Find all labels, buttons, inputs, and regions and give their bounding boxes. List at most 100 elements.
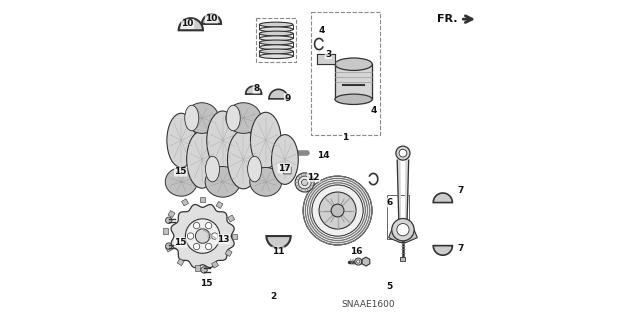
Circle shape <box>188 233 194 239</box>
Text: 6: 6 <box>387 198 393 207</box>
Text: 5: 5 <box>387 282 393 291</box>
Circle shape <box>312 185 363 236</box>
Ellipse shape <box>250 167 282 196</box>
Circle shape <box>396 146 410 160</box>
Polygon shape <box>266 236 291 248</box>
Ellipse shape <box>259 54 293 59</box>
Ellipse shape <box>355 258 362 265</box>
Ellipse shape <box>259 36 293 41</box>
Bar <box>256 18 296 62</box>
Text: FR.: FR. <box>436 14 457 24</box>
Ellipse shape <box>185 105 199 131</box>
Polygon shape <box>246 86 262 94</box>
Circle shape <box>193 222 200 229</box>
Circle shape <box>397 224 409 236</box>
Circle shape <box>195 229 210 243</box>
Polygon shape <box>362 257 370 266</box>
Ellipse shape <box>271 135 298 184</box>
Ellipse shape <box>259 45 293 49</box>
Circle shape <box>298 176 311 189</box>
Ellipse shape <box>226 103 261 133</box>
Circle shape <box>166 217 172 223</box>
Text: 4: 4 <box>319 26 325 35</box>
Bar <box>225 249 232 256</box>
Circle shape <box>211 233 218 239</box>
Ellipse shape <box>205 156 220 182</box>
Ellipse shape <box>356 260 360 263</box>
Text: 15: 15 <box>200 279 212 288</box>
Circle shape <box>205 222 212 229</box>
Circle shape <box>331 204 344 217</box>
Ellipse shape <box>259 31 293 36</box>
Text: 15: 15 <box>174 167 187 176</box>
Polygon shape <box>171 204 234 268</box>
Text: 4: 4 <box>371 106 377 115</box>
Bar <box>387 195 410 239</box>
Ellipse shape <box>259 22 293 27</box>
Text: 1: 1 <box>342 133 349 142</box>
Ellipse shape <box>187 131 218 188</box>
Text: 13: 13 <box>217 235 229 244</box>
Ellipse shape <box>259 40 293 45</box>
Circle shape <box>303 176 372 245</box>
Circle shape <box>301 179 308 186</box>
Text: 3: 3 <box>325 50 332 59</box>
Bar <box>228 215 235 222</box>
Bar <box>163 228 168 234</box>
Polygon shape <box>433 193 452 203</box>
Ellipse shape <box>259 27 293 32</box>
Bar <box>232 234 237 239</box>
Text: 7: 7 <box>457 186 463 195</box>
Circle shape <box>319 192 356 229</box>
Ellipse shape <box>226 105 240 131</box>
Polygon shape <box>397 160 409 220</box>
Ellipse shape <box>227 130 259 189</box>
Text: 16: 16 <box>351 247 363 256</box>
Polygon shape <box>388 230 417 242</box>
Text: 7: 7 <box>457 244 463 253</box>
Text: 17: 17 <box>278 164 291 173</box>
Text: 2: 2 <box>271 292 277 301</box>
Bar <box>401 257 406 261</box>
Ellipse shape <box>165 167 197 196</box>
Circle shape <box>193 243 200 250</box>
Circle shape <box>186 219 220 253</box>
Ellipse shape <box>248 156 262 182</box>
Bar <box>166 245 172 252</box>
Bar <box>200 197 205 202</box>
Polygon shape <box>269 89 288 99</box>
Text: 14: 14 <box>317 151 330 160</box>
Bar <box>216 202 223 208</box>
Text: 9: 9 <box>284 94 291 103</box>
Bar <box>182 199 189 206</box>
Ellipse shape <box>186 103 218 133</box>
Circle shape <box>392 219 414 241</box>
Ellipse shape <box>167 113 196 167</box>
Ellipse shape <box>259 49 293 54</box>
Text: 10: 10 <box>181 19 194 28</box>
Polygon shape <box>179 18 203 30</box>
Bar <box>212 261 218 268</box>
Bar <box>195 265 200 271</box>
Polygon shape <box>317 54 335 64</box>
Ellipse shape <box>335 58 372 70</box>
Text: 10: 10 <box>205 14 218 23</box>
Text: 15: 15 <box>174 238 187 247</box>
Text: 12: 12 <box>307 173 320 182</box>
Text: 11: 11 <box>271 247 284 256</box>
Polygon shape <box>202 14 221 24</box>
Polygon shape <box>335 64 372 99</box>
Text: SNAAE1600: SNAAE1600 <box>341 300 395 309</box>
Bar <box>311 12 380 135</box>
Bar <box>168 211 175 218</box>
Polygon shape <box>433 246 452 255</box>
FancyBboxPatch shape <box>284 167 291 174</box>
Circle shape <box>201 267 207 273</box>
Text: 8: 8 <box>253 84 259 93</box>
Circle shape <box>399 149 407 157</box>
Circle shape <box>166 243 172 249</box>
Ellipse shape <box>250 112 281 168</box>
Ellipse shape <box>207 111 239 170</box>
Circle shape <box>295 173 314 192</box>
Bar <box>177 259 184 265</box>
